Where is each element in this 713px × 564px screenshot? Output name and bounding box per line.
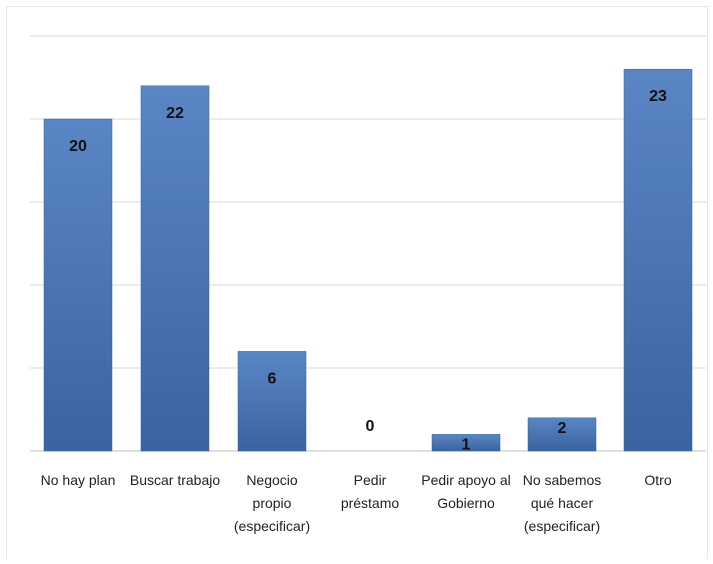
category-label: No sabemos <box>523 472 602 488</box>
category-label: qué hacer <box>531 495 594 511</box>
category-label: Gobierno <box>437 495 495 511</box>
category-label: Otro <box>644 472 671 488</box>
bar <box>237 351 307 452</box>
category-label: propio <box>253 495 292 511</box>
data-label: 22 <box>166 105 184 122</box>
data-label: 2 <box>558 420 567 437</box>
data-label: 20 <box>69 138 87 155</box>
category-label: Negocio <box>246 472 298 488</box>
bar <box>431 434 501 452</box>
data-label: 23 <box>649 88 667 105</box>
data-label: 0 <box>366 418 375 435</box>
category-label: (especificar) <box>524 518 600 534</box>
category-label: Pedir <box>354 472 387 488</box>
category-label: Buscar trabajo <box>130 472 220 488</box>
chart-area <box>6 6 708 559</box>
bar <box>527 417 597 452</box>
category-label: Pedir apoyo al <box>421 472 511 488</box>
category-label: No hay plan <box>41 472 116 488</box>
data-label: 6 <box>268 370 277 387</box>
data-label: 1 <box>462 436 471 453</box>
category-label: préstamo <box>341 495 400 511</box>
bar <box>623 68 693 452</box>
category-label: (especificar) <box>234 518 310 534</box>
bar <box>140 85 210 452</box>
bar <box>43 118 113 452</box>
